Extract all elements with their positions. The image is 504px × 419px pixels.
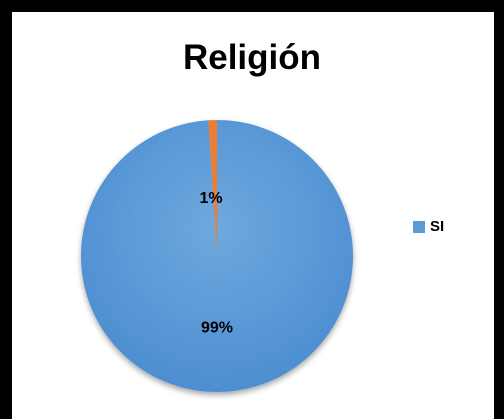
data-label-si: 99% [201, 319, 233, 336]
pie-data-labels: 99% 1% [199, 190, 233, 336]
pie-slice-other [208, 120, 217, 256]
chart-title: Religión [182, 38, 322, 77]
data-label-other: 1% [199, 190, 222, 207]
legend-label-si: SI [430, 218, 445, 235]
pie-slices [81, 120, 354, 392]
legend-swatch-si [413, 220, 425, 233]
chart-legend: SI [413, 218, 444, 235]
